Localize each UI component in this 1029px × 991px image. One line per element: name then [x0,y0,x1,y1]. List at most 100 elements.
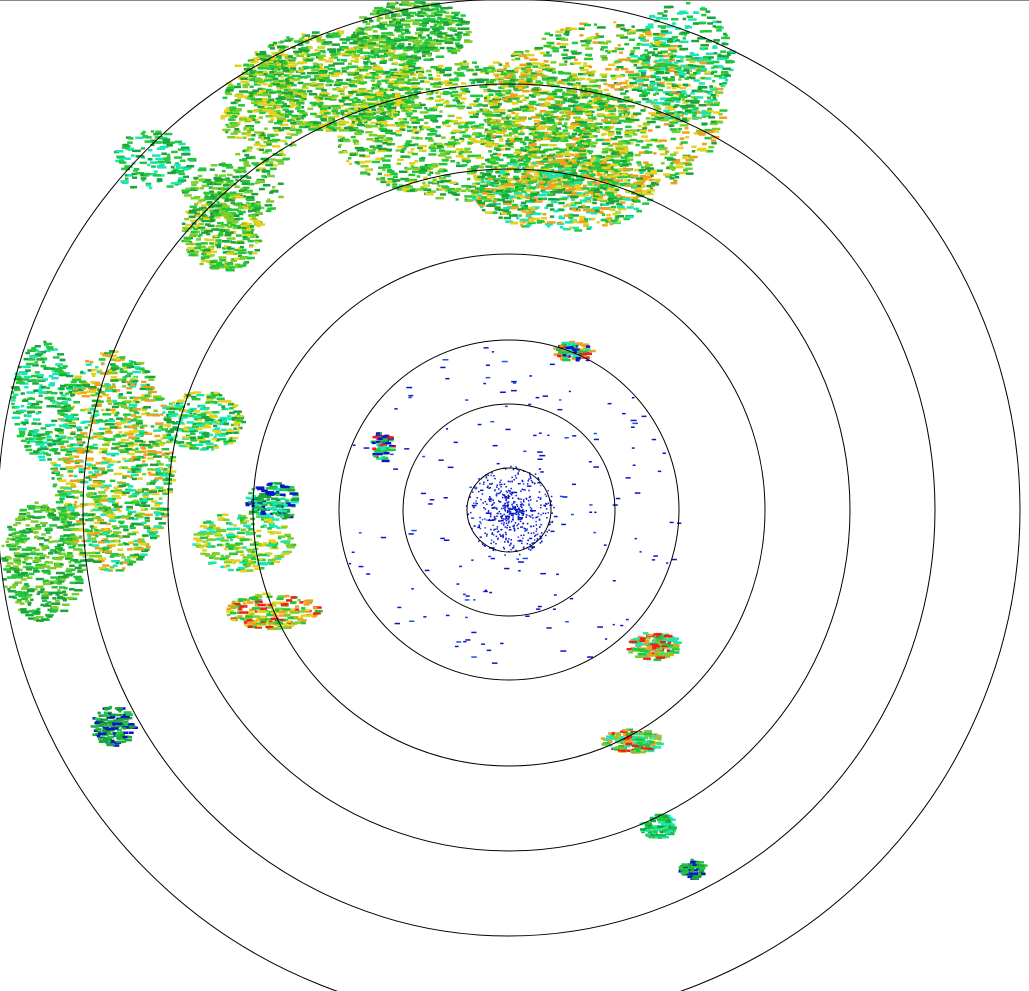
echo-gate [663,97,671,101]
echo-gate [667,53,674,56]
echo-gate [625,113,628,116]
echo-gate [365,113,375,116]
echo-gate [439,168,447,171]
echo-gate [504,75,513,79]
echo-gate [530,164,535,168]
echo-gate [434,78,441,81]
echo-gate [578,121,588,124]
echo-gate [611,171,615,174]
echo-gate [674,176,680,179]
echo-gate [403,99,409,103]
echo-gate [680,105,689,108]
echo-gate [419,47,427,50]
echo-gate [505,91,511,95]
echo-gate [656,169,663,172]
echo-gate [395,124,405,127]
echo-gate [437,26,444,29]
echo-gate [273,110,278,113]
echo-gate [636,194,645,198]
echo-gate [275,52,279,56]
echo-gate [665,69,675,72]
echo-gate [654,66,661,70]
echo-gate [367,101,374,105]
echo-gate [489,211,498,215]
echo-gate [492,178,501,181]
echo-gate [596,35,604,38]
echo-gate [289,69,294,72]
echo-gate [450,51,458,55]
echo-gate [401,187,410,191]
echo-gate [660,50,668,53]
echo-gate [388,33,395,37]
echo-gate [386,180,393,184]
echo-gate [675,39,680,42]
echo-gate [359,48,363,51]
echo-gate [642,30,651,33]
echo-gate [681,90,686,93]
echo-gate [555,154,564,158]
echo-gate [317,100,323,103]
echo-gate [684,77,689,80]
echo-gate [668,93,674,96]
echo-gate [517,196,522,200]
echo-gate [530,147,540,151]
echo-gate [596,188,600,191]
echo-gate [590,209,595,213]
echo-gate [722,67,731,70]
echo-gate [383,115,391,118]
echo-gate [714,130,720,133]
echo-gate [439,110,443,113]
echo-gate [626,84,634,87]
echo-gate [356,50,363,53]
echo-gate [375,111,380,114]
echo-gate [506,153,514,157]
echo-gate [310,112,317,116]
echo-gate [549,79,554,82]
echo-gate [605,191,614,194]
echo-gate [435,172,441,175]
echo-gate [512,102,519,105]
echo-gate [522,126,526,130]
echo-gate [588,189,594,193]
echo-gate [501,98,509,101]
echo-gate [361,51,369,55]
echo-gate [518,81,522,85]
echo-gate [682,92,687,95]
echo-gate [589,99,594,103]
echo-gate [280,40,285,43]
echo-gate [527,181,534,184]
echo-gate [456,161,460,165]
echo-gate [392,49,396,52]
echo-gate [522,66,531,70]
echo-gate [376,115,385,119]
echo-gate [415,136,419,140]
echo-gate [583,144,590,148]
echo-gate [710,120,717,124]
echo-gate [640,38,647,42]
echo-gate [582,174,590,178]
echo-gate [466,106,472,109]
echo-gate [370,62,376,65]
echo-gate [562,109,569,112]
echo-gate [644,49,648,52]
echo-gate [614,217,620,220]
echo-gate [620,27,626,31]
echo-gate [509,137,514,141]
echo-gate [414,188,423,191]
echo-gate [437,64,444,68]
echo-gate [331,53,336,56]
echo-gate [618,119,626,123]
echo-gate [475,78,483,81]
echo-gate [619,51,623,54]
echo-gate [600,199,608,203]
echo-gate [257,87,263,91]
echo-gate [502,130,507,133]
echo-gate [583,208,592,212]
echo-gate [391,110,395,113]
echo-gate [420,165,428,169]
echo-gate [256,91,263,95]
echo-gate [445,34,454,37]
echo-gate [377,172,382,176]
echo-gate [559,136,568,140]
echo-gate [516,153,521,156]
